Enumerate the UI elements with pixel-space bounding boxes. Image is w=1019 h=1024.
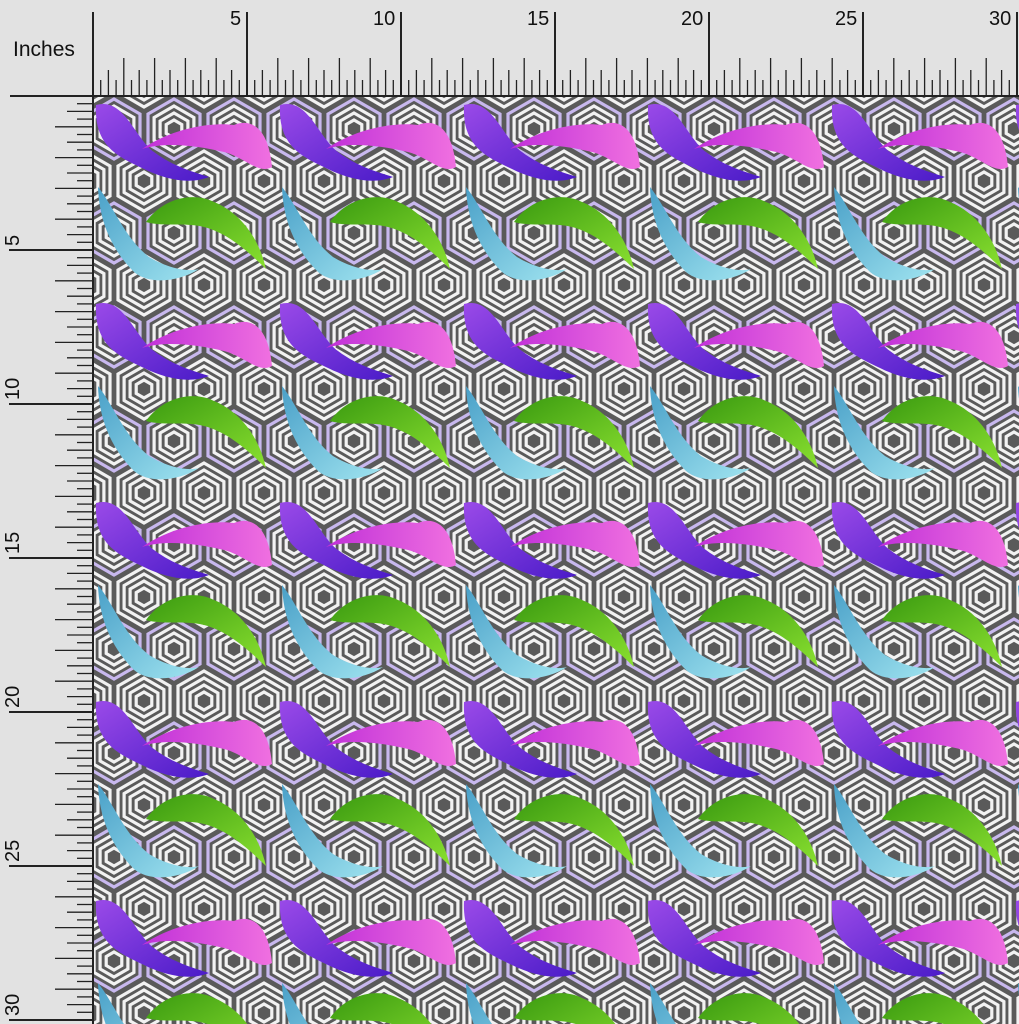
koi-fish-motifs (94, 97, 1019, 1024)
top-ruler-label: 30 (989, 8, 1012, 30)
top-ruler-label: 10 (373, 8, 396, 30)
top-ruler-label: 20 (681, 8, 704, 30)
top-ruler-label: 25 (835, 8, 858, 30)
left-ruler-label: 25 (2, 839, 24, 862)
left-ruler-label: 30 (2, 993, 24, 1016)
units-label: Inches (13, 38, 75, 61)
left-ruler-label: 5 (2, 234, 24, 246)
left-ruler-label: 20 (2, 685, 24, 708)
left-ruler-label: 10 (2, 377, 24, 400)
top-ruler-label: 5 (230, 8, 242, 30)
top-ruler-label: 15 (527, 8, 550, 30)
left-ruler-label: 15 (2, 531, 24, 554)
fabric-swatch (94, 97, 1019, 1024)
